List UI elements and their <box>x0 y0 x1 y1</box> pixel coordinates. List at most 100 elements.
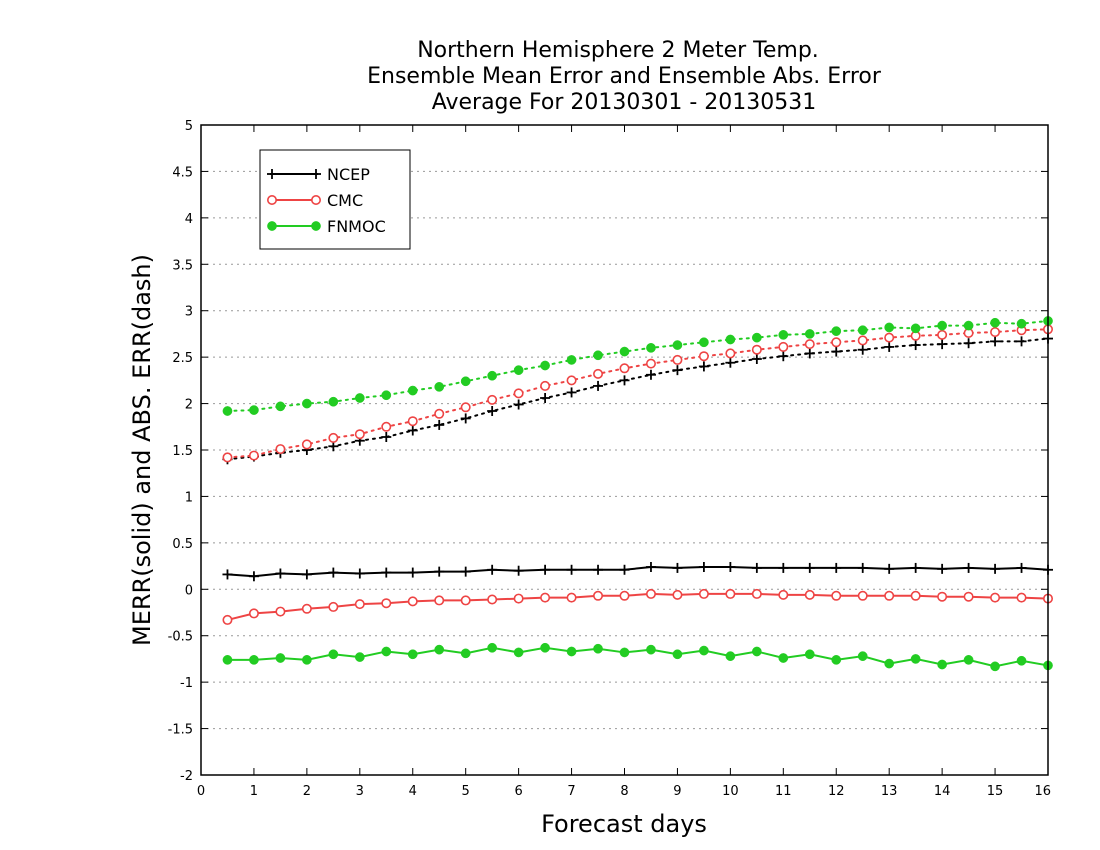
legend-entry-cmc: CMC <box>266 191 363 210</box>
cmc-merr-point <box>566 592 577 603</box>
x-tick-label: 10 <box>722 784 739 799</box>
ncep-merr-point <box>672 562 683 573</box>
series-fnmoc <box>222 316 1053 672</box>
fnmoc-merr-point <box>381 646 392 657</box>
cmc-merr-point <box>222 614 233 625</box>
x-tick-label: 15 <box>987 784 1004 799</box>
fnmoc-merr-point <box>937 659 947 670</box>
x-tick-label: 4 <box>409 784 417 799</box>
fnmoc-merr-point <box>831 655 842 665</box>
cmc-merr-point <box>460 595 471 606</box>
fnmoc-abs-err-point <box>646 343 656 353</box>
ncep-abs-err-line <box>226 337 1049 461</box>
legend: NCEP CMC FNMOC <box>259 149 411 250</box>
cmc-merr-point <box>1016 592 1027 603</box>
plot-series <box>222 316 1054 672</box>
cmc-abs-err-point <box>434 408 445 419</box>
fnmoc-abs-err-point <box>540 360 550 371</box>
cmc-abs-err-point <box>381 421 392 432</box>
ncep-abs-err-point <box>990 336 1001 347</box>
cmc-merr-point <box>434 595 445 606</box>
cmc-merr-point <box>540 592 551 603</box>
fnmoc-abs-err-line <box>226 319 1049 412</box>
ncep-merr-point <box>593 564 604 575</box>
x-tick-label: 12 <box>828 784 845 799</box>
fnmoc-merr-point <box>460 648 471 659</box>
ncep-abs-err-point <box>619 375 630 386</box>
y-tick-label: -1 <box>180 676 193 691</box>
cmc-abs-err-point <box>804 339 815 350</box>
ncep-merr-point <box>645 562 656 572</box>
cmc-merr-point <box>513 593 524 604</box>
y-tick-label: 5 <box>185 119 193 134</box>
y-tick-label: 3 <box>185 305 193 320</box>
ncep-merr-point <box>301 569 312 580</box>
ncep-merr-point <box>275 568 286 579</box>
ncep-merr-point <box>222 569 233 580</box>
chart-title-line-3: Average For 20130301 - 20130531 <box>432 90 817 115</box>
fnmoc-merr-point <box>540 642 550 653</box>
ncep-merr-point <box>990 563 1001 574</box>
cmc-abs-err-point <box>487 394 498 405</box>
cmc-merr-point <box>910 590 921 601</box>
x-tick-label: 16 <box>1034 784 1051 799</box>
cmc-abs-err-point <box>937 329 948 340</box>
ncep-merr-point <box>725 562 736 572</box>
cmc-merr-point <box>619 590 630 601</box>
cmc-abs-err-point <box>328 432 339 443</box>
fnmoc-abs-err-point <box>778 330 789 340</box>
fnmoc-merr-point <box>513 647 524 658</box>
ncep-merr-point <box>460 566 471 577</box>
fnmoc-abs-err-point <box>249 405 259 415</box>
legend-marker <box>311 169 321 179</box>
fnmoc-merr-point <box>354 652 365 662</box>
y-tick-label: 0 <box>185 583 193 598</box>
fnmoc-merr-point <box>487 642 498 653</box>
ncep-merr-point <box>513 565 524 576</box>
cmc-merr-point <box>857 590 868 601</box>
series-cmc <box>222 324 1054 625</box>
y-axis-label: MERR(solid) and ABS. ERR(dash) <box>128 254 156 646</box>
fnmoc-merr-point <box>222 655 233 665</box>
cmc-merr-point <box>301 603 312 614</box>
fnmoc-merr-point <box>990 661 1000 672</box>
fnmoc-abs-err-point <box>910 323 921 334</box>
cmc-abs-err-point <box>248 450 259 461</box>
ncep-abs-err-point <box>513 399 524 410</box>
fnmoc-merr-point <box>302 655 312 665</box>
x-tick-label: 1 <box>250 784 258 799</box>
cmc-merr-point <box>990 592 1001 603</box>
cmc-merr-point <box>275 606 286 617</box>
y-tick-label: 4.5 <box>172 165 193 180</box>
cmc-merr-point <box>407 596 418 607</box>
fnmoc-merr-point <box>910 654 921 664</box>
axis-ticks: -2-1.5-1-0.500.511.522.533.544.550 1 2 3 4 5 6… <box>168 119 1051 799</box>
cmc-merr-point <box>884 590 895 601</box>
y-tick-label: -0.5 <box>168 630 193 645</box>
ncep-abs-err-point <box>778 351 789 362</box>
y-tick-label: 3.5 <box>172 258 193 273</box>
legend-label-ncep: NCEP <box>327 165 370 184</box>
ncep-abs-err-point <box>910 340 921 351</box>
x-tick-label: 3 <box>356 784 364 799</box>
x-tick-label: 11 <box>775 784 792 799</box>
y-tick-label: -2 <box>180 769 193 784</box>
legend-entry-ncep: NCEP <box>267 165 370 184</box>
ncep-merr-point <box>540 564 551 575</box>
fnmoc-merr-point <box>646 644 656 655</box>
fnmoc-merr-point <box>725 651 736 661</box>
legend-marker <box>310 195 321 206</box>
fnmoc-merr-point <box>275 653 286 663</box>
grid-lines <box>201 170 1048 730</box>
ncep-abs-err-point <box>804 348 815 359</box>
x-tick-label: 8 <box>620 784 628 799</box>
legend-marker <box>267 221 277 231</box>
ncep-merr-point <box>434 566 445 577</box>
x-axis-label: Forecast days <box>541 810 707 838</box>
ncep-merr-point <box>328 567 339 578</box>
fnmoc-merr-point <box>963 655 974 665</box>
cmc-merr-point <box>672 589 683 600</box>
fnmoc-merr-point <box>407 649 418 660</box>
cmc-merr-point <box>487 594 498 605</box>
